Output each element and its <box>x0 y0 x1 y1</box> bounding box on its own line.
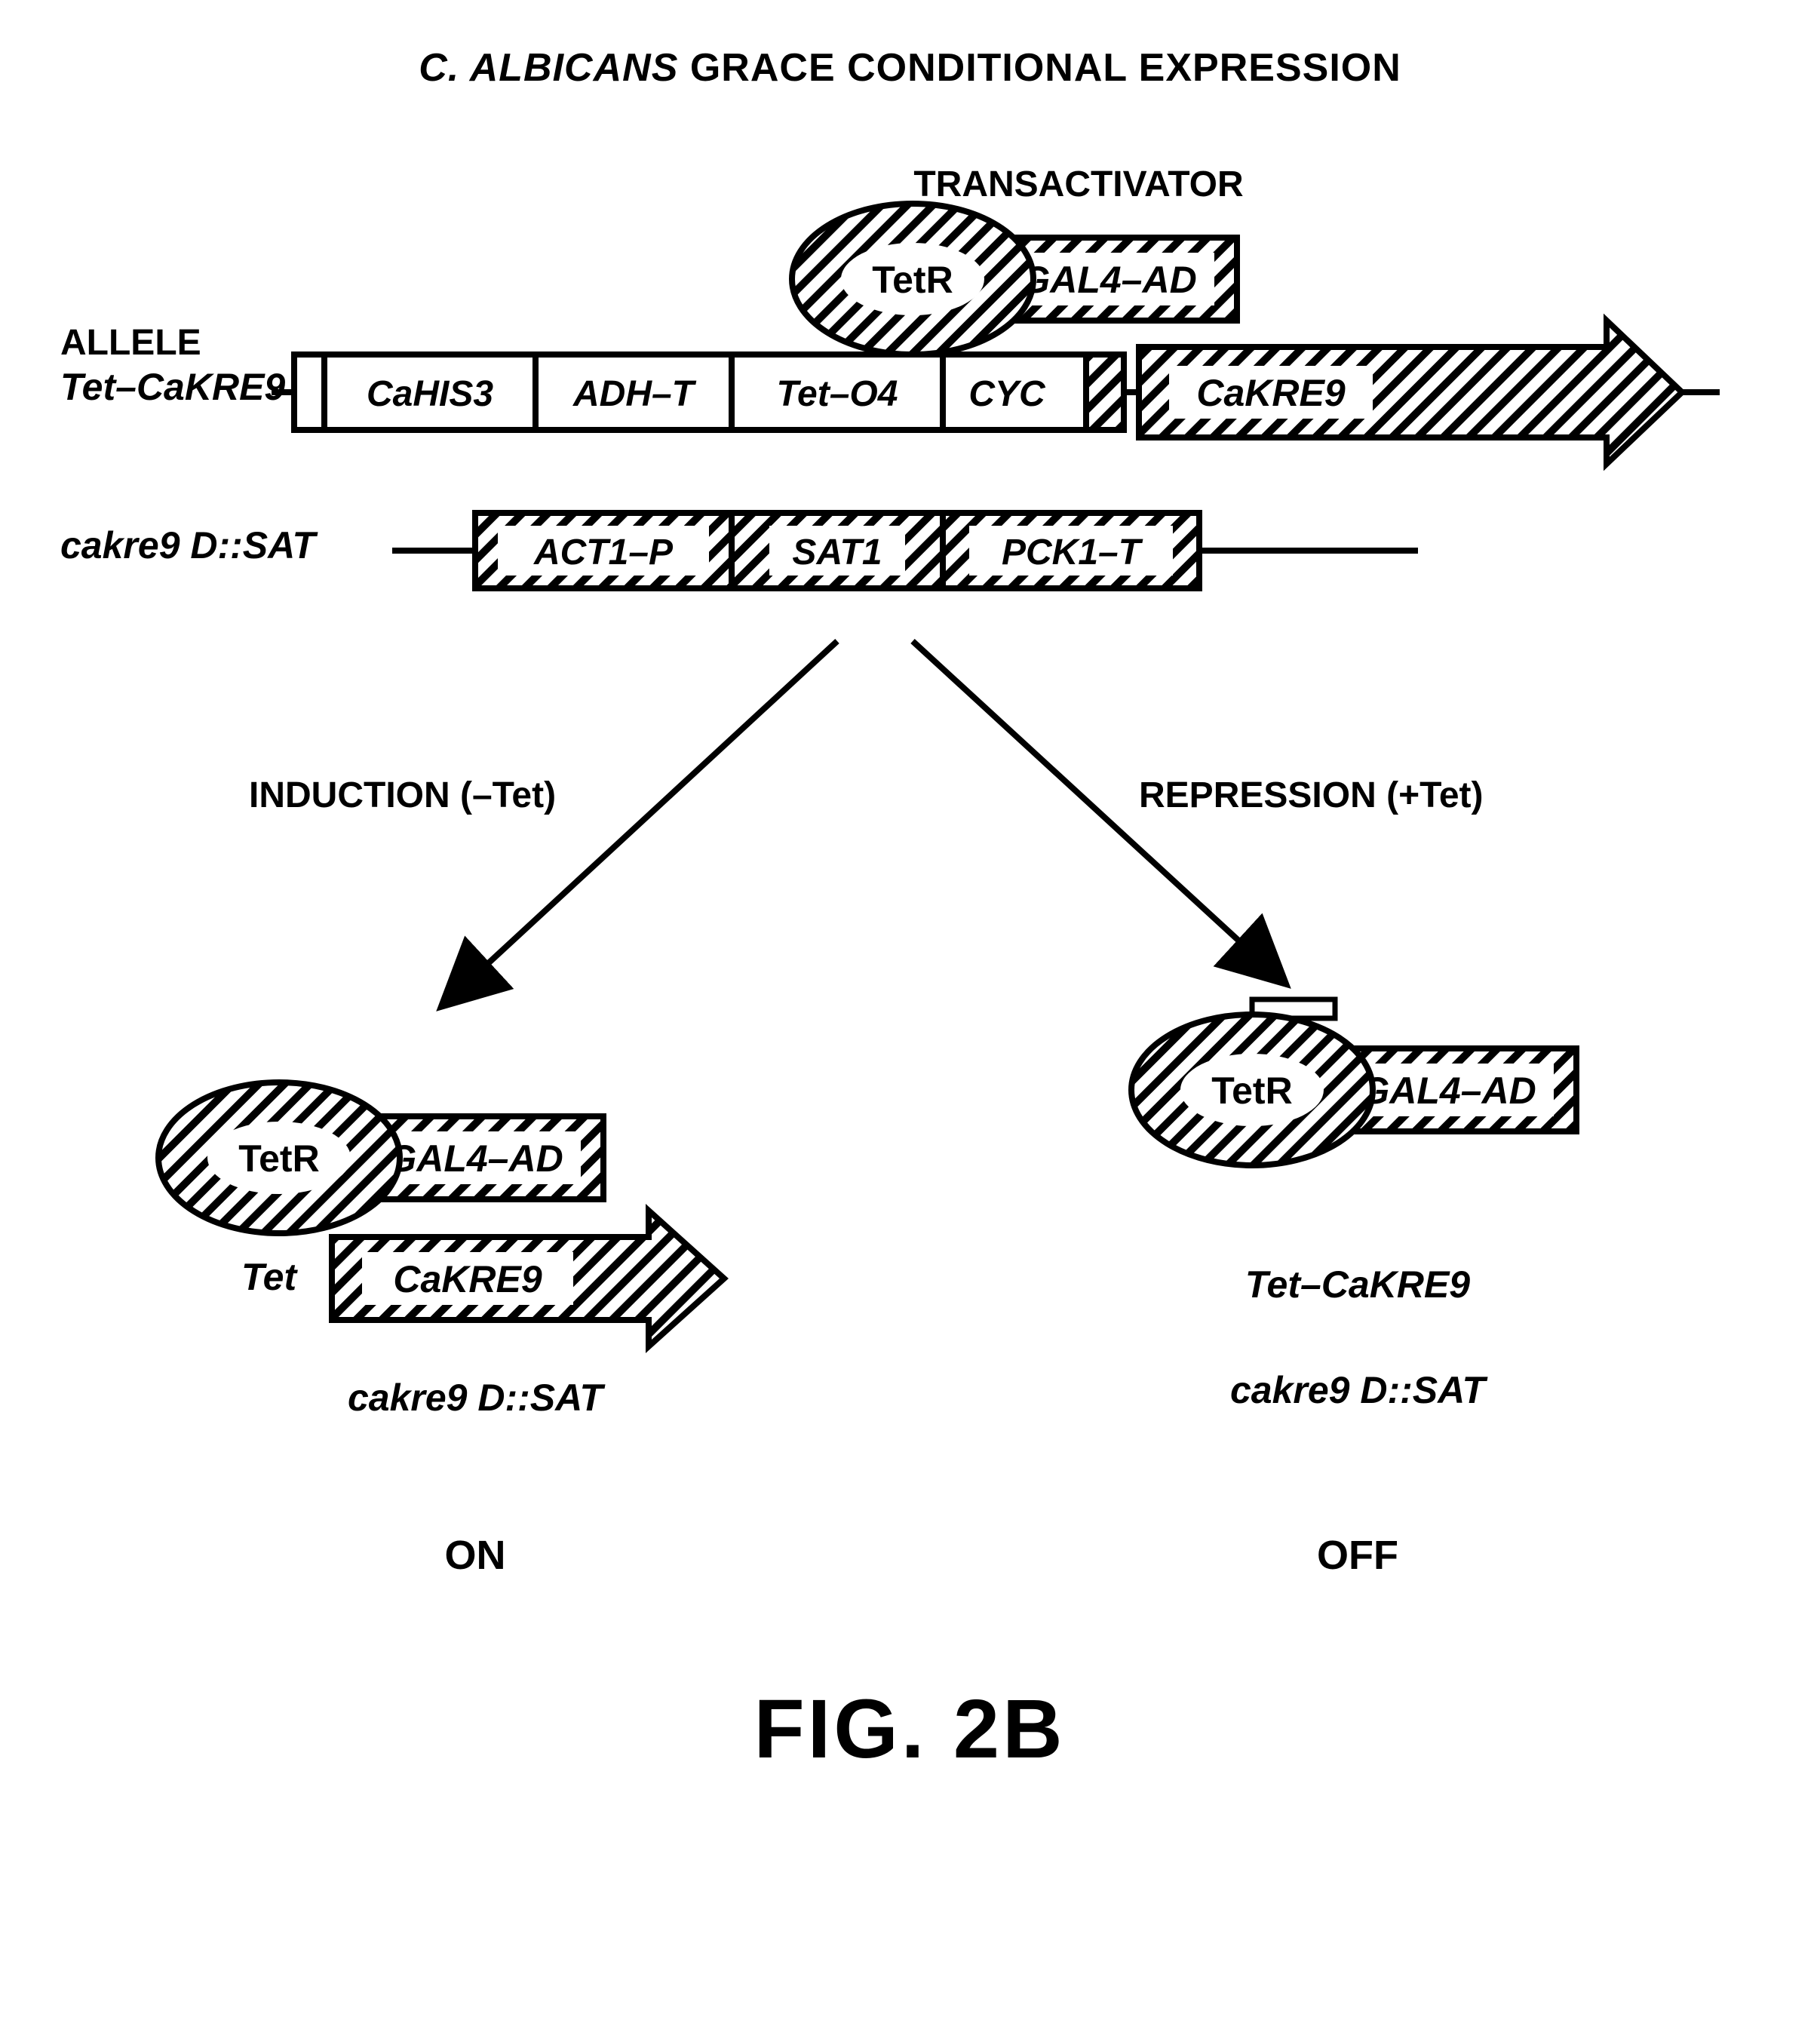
induction-group: GAL4–AD TetR Tet CaKRE9 cakre9 D::SAT ON <box>158 1082 724 1578</box>
cakre9-left: CaKRE9 <box>393 1258 542 1300</box>
on-label: ON <box>445 1533 506 1578</box>
gal4-left: GAL4–AD <box>387 1137 563 1180</box>
tet-label-left: Tet <box>241 1256 298 1298</box>
right-line2: cakre9 D::SAT <box>1230 1369 1489 1411</box>
cassette1-0: CaHIS3 <box>367 374 493 414</box>
cassette2-0: ACT1–P <box>533 533 674 572</box>
cassette1-3: CYC <box>968 374 1046 414</box>
diagram-title: C. ALBICANS GRACE CONDITIONAL EXPRESSION <box>60 45 1760 91</box>
tetr-top: TetR <box>872 259 953 301</box>
cassette1-1: ADH–T <box>572 374 697 414</box>
repression-label: REPRESSION (+Tet) <box>1139 775 1484 815</box>
diagram-svg: TRANSACTIVATOR GAL4–AD TetR ALLELE Tet–C… <box>60 151 1760 1810</box>
cassette1-4: CaKRE9 <box>1196 372 1345 414</box>
cassette1: CaHIS3 ADH–T Tet–O4 CYC CaKRE9 <box>294 321 1682 464</box>
cassette2-2: PCK1–T <box>1002 533 1143 572</box>
title-italic: C. ALBICANS <box>419 46 678 90</box>
repression-group: GAL4–AD TetR Tet–CaKRE9 cakre9 D::SAT OF… <box>1131 999 1576 1578</box>
allele1-label: Tet–CaKRE9 <box>60 366 285 408</box>
tetr-left: TetR <box>238 1137 319 1180</box>
transactivator-label: TRANSACTIVATOR <box>913 164 1243 204</box>
gal4-right: GAL4–AD <box>1360 1070 1536 1112</box>
gal4-top: GAL4–AD <box>1020 259 1196 301</box>
figure-label: FIG. 2B <box>753 1683 1065 1776</box>
allele2-label: cakre9 D::SAT <box>60 524 319 566</box>
tetr-right: TetR <box>1211 1070 1292 1112</box>
arrow-induction <box>445 641 837 1003</box>
cassette2-1: SAT1 <box>792 533 882 572</box>
cassette1-2: Tet–O4 <box>777 374 898 414</box>
sat-left: cakre9 D::SAT <box>348 1377 606 1419</box>
right-line1: Tet–CaKRE9 <box>1245 1263 1470 1306</box>
title-rest: GRACE CONDITIONAL EXPRESSION <box>678 46 1401 90</box>
allele-word: ALLELE <box>60 323 201 363</box>
induction-label: INDUCTION (–Tet) <box>249 775 556 815</box>
transactivator-top: GAL4–AD TetR <box>792 204 1237 355</box>
off-label: OFF <box>1317 1533 1398 1578</box>
cassette2: ACT1–P SAT1 PCK1–T <box>475 513 1199 588</box>
